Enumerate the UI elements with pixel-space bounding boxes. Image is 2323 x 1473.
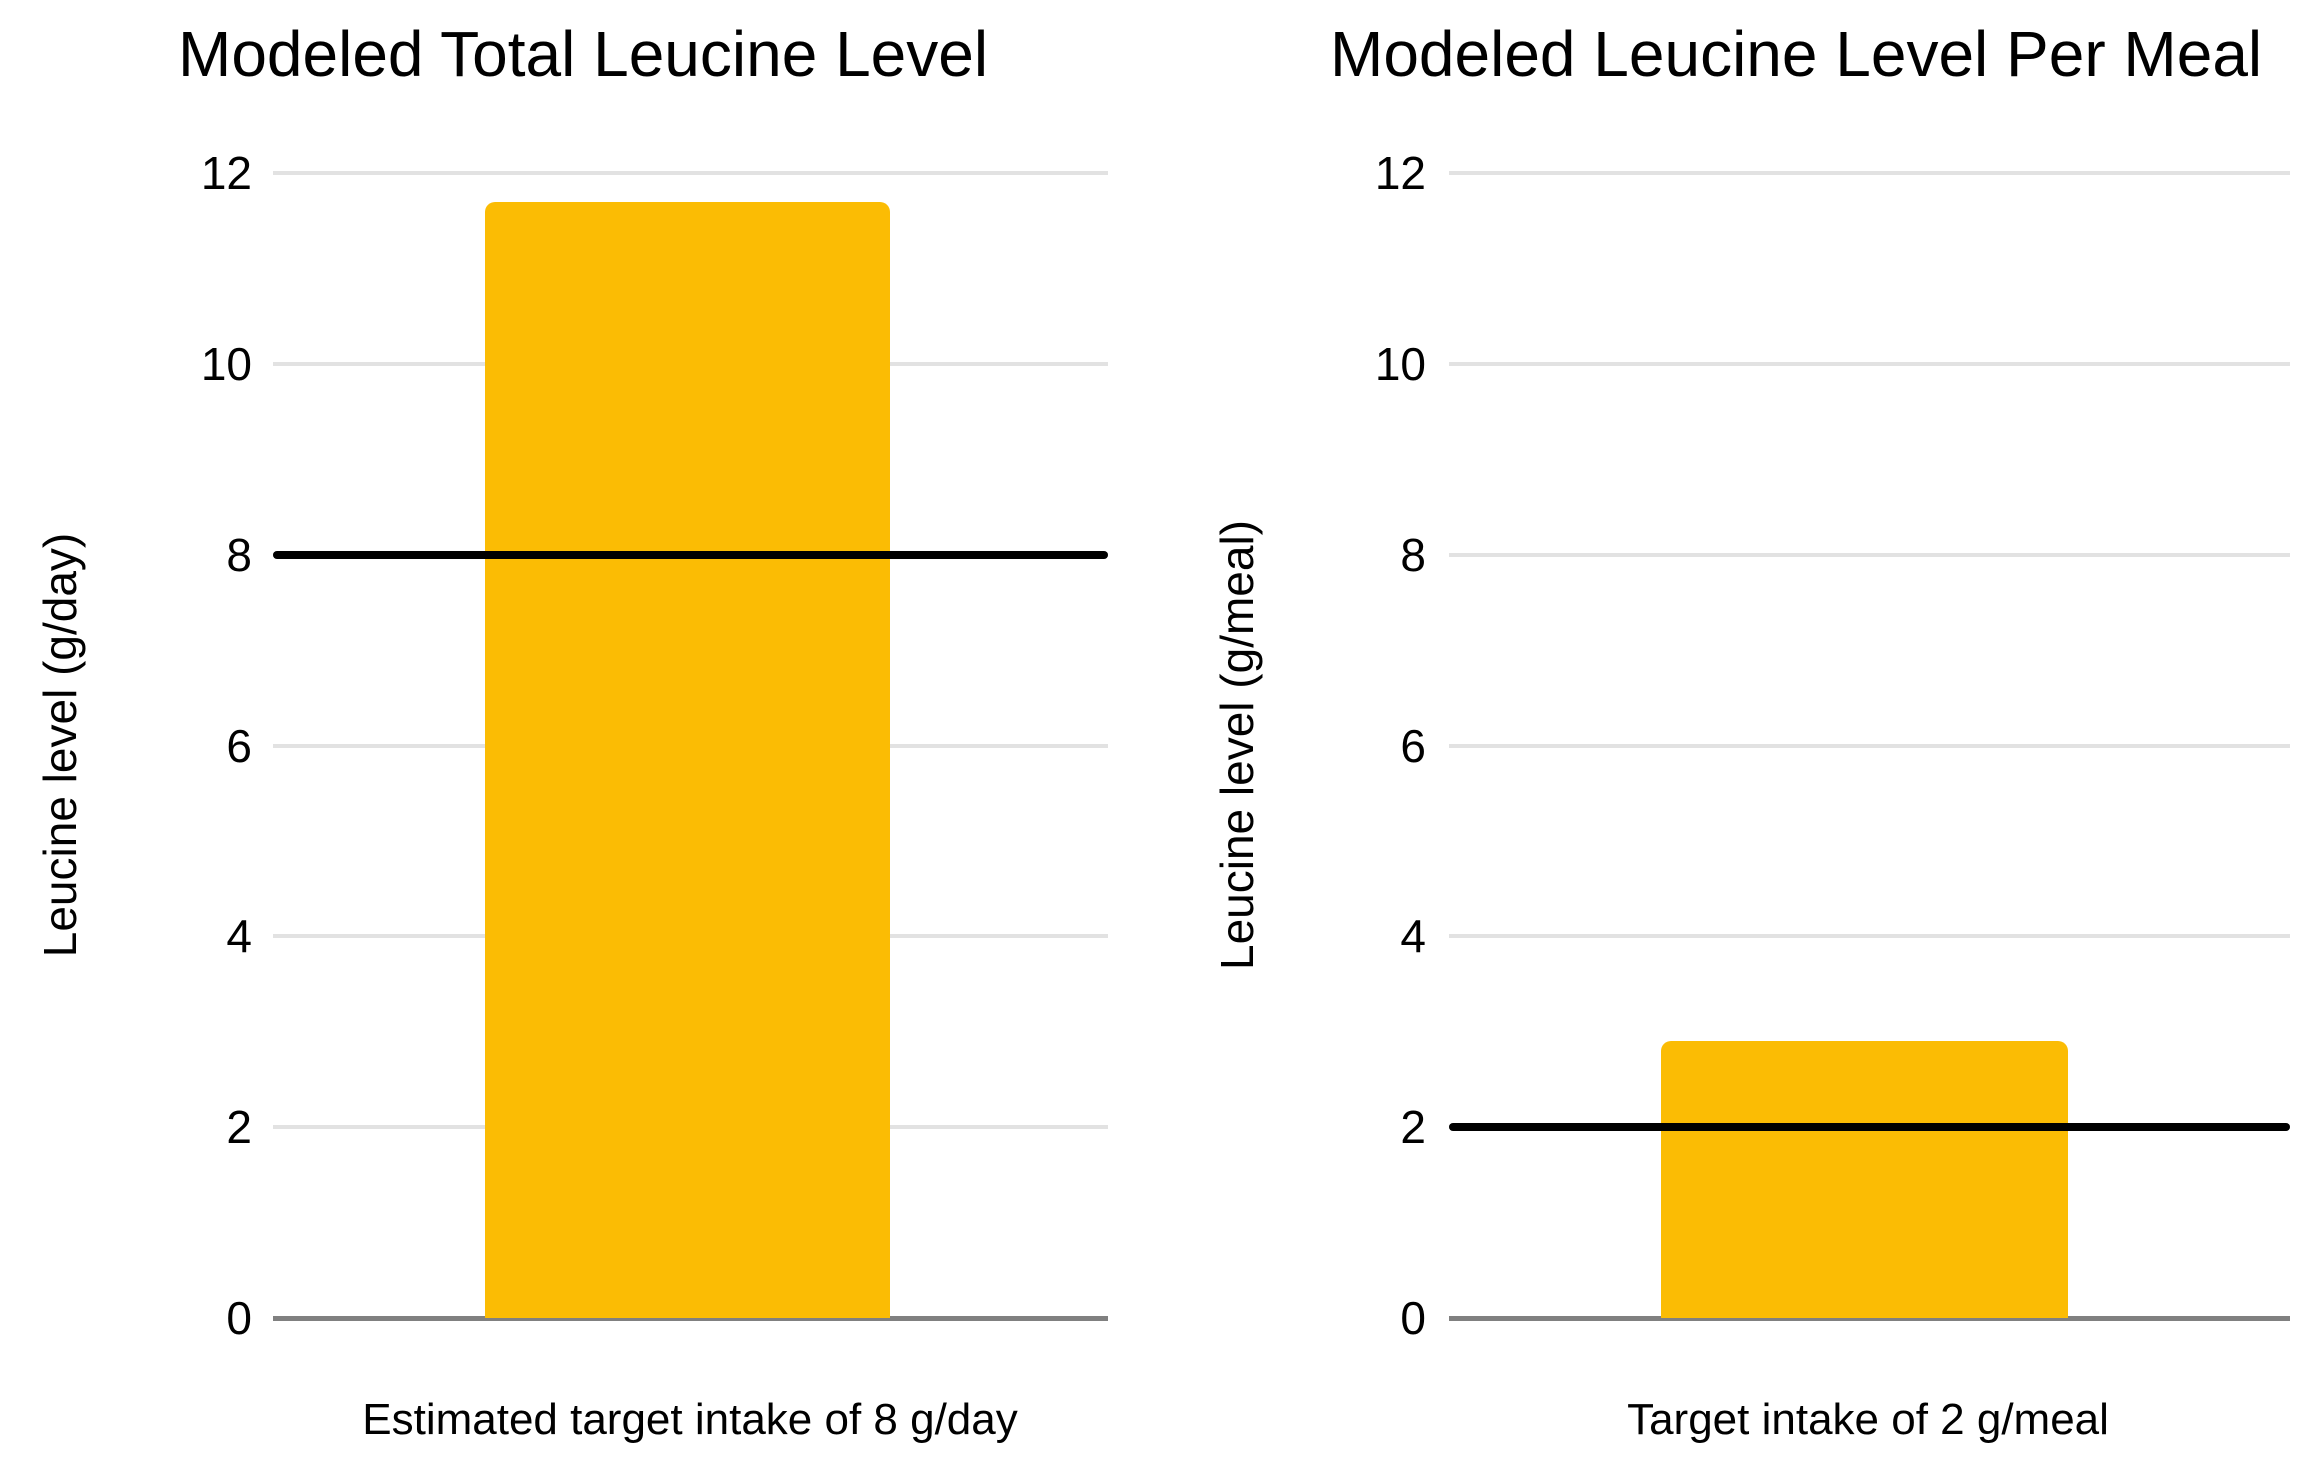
y-tick-label-12: 12 <box>200 147 252 199</box>
plot-area <box>1449 171 2290 1321</box>
gridline-4 <box>1449 934 2290 939</box>
x-category-label: Target intake of 2 g/meal <box>1627 1395 2109 1444</box>
gridline-8 <box>1449 552 2290 557</box>
y-tick-label-0: 0 <box>1400 1292 1426 1344</box>
gridline-12 <box>273 171 1108 175</box>
y-tick-label-10: 10 <box>200 337 252 390</box>
bar-per-meal-leucine <box>1661 1041 2068 1318</box>
chart-title: Modeled Leucine Level Per Meal <box>1330 18 2263 90</box>
x-axis-line <box>1449 1316 2290 1321</box>
x-category-label: Estimated target intake of 8 g/day <box>362 1395 1018 1444</box>
y-axis-title: Leucine level (g/meal) <box>1211 519 1263 971</box>
y-tick-label-2: 2 <box>1400 1101 1426 1154</box>
y-tick-label-6: 6 <box>1400 719 1426 772</box>
y-tick-label-8: 8 <box>226 528 252 581</box>
y-tick-label-12: 12 <box>1374 147 1426 199</box>
y-axis-title: Leucine level (g/day) <box>34 532 86 958</box>
chart-total-leucine-level: Modeled Total Leucine Level Leucine leve… <box>0 0 1161 1473</box>
y-tick-label-4: 4 <box>226 910 252 963</box>
chart-title: Modeled Total Leucine Level <box>178 18 989 90</box>
gridline-12 <box>1449 171 2290 175</box>
chart-leucine-level-per-meal: Modeled Leucine Level Per Meal Leucine l… <box>1161 0 2323 1473</box>
y-tick-label-0: 0 <box>226 1292 252 1344</box>
x-axis-line <box>273 1316 1108 1321</box>
gridline-10 <box>1449 361 2290 366</box>
y-tick-label-4: 4 <box>1400 910 1426 963</box>
gridline-6 <box>1449 743 2290 748</box>
y-tick-label-8: 8 <box>1400 528 1426 581</box>
target-reference-line <box>1449 1123 2290 1132</box>
y-tick-label-10: 10 <box>1374 337 1426 390</box>
plot-area <box>273 171 1108 1321</box>
target-reference-line <box>273 550 1108 559</box>
y-tick-label-2: 2 <box>226 1101 252 1154</box>
y-tick-label-6: 6 <box>226 719 252 772</box>
bar-daily-leucine <box>485 201 890 1318</box>
